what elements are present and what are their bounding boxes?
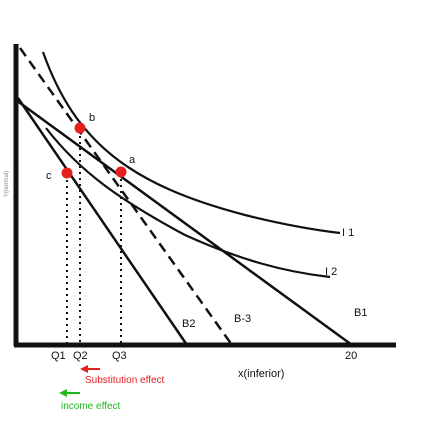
x-axis-label: x(inferior) [238,368,284,380]
point-label-b: b [89,112,95,124]
point-label-c: c [46,170,52,182]
point-c [61,167,73,179]
budget-line-b3 [18,47,234,346]
substitution-arrow-head [80,365,88,373]
budget-label-b3: B-3 [234,313,251,325]
income-effect-label: income effect [61,401,121,412]
budget-line-b2 [16,97,189,346]
budget-line-b1 [15,98,353,347]
x-intercept-label: 20 [345,350,357,362]
point-b [74,122,86,134]
quantity-label-q3: Q3 [112,350,127,362]
quantity-label-q2: Q2 [73,350,88,362]
budget-label-b2: B2 [182,318,195,330]
y-axis-label: Y(normal) [4,171,10,197]
point-a [115,166,127,178]
indifference-curve-i1 [41,51,341,235]
curve-label-i1: I 1 [342,227,354,239]
substitution-effect-label: Substitution effect [85,375,165,386]
quantity-label-q1: Q1 [51,350,66,362]
indifference-curve-i2 [45,127,331,279]
point-label-a: a [129,154,136,166]
income-arrow-head [59,389,67,397]
budget-label-b1: B1 [354,307,367,319]
curve-label-i2: I 2 [325,266,337,278]
